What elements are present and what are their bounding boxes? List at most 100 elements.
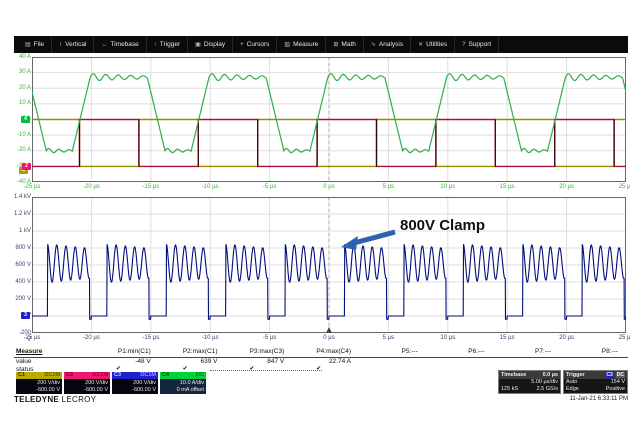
channel-box-c3[interactable]: C3 DC1M 200 V/div -600.00 V (112, 372, 158, 394)
display-icon: ▣ (195, 42, 201, 48)
timebase-scale: 5.00 µs/div (531, 379, 558, 385)
menu-item-vertical[interactable]: ↕ Vertical (52, 36, 95, 53)
x-axis-tick-label: -20 µs (82, 335, 100, 341)
trigger-slope: Positive (605, 386, 625, 392)
x-axis-tick-label: 25 µs (618, 335, 630, 341)
utilities-icon: ✕ (418, 42, 424, 48)
measure-status-p2: ✔ (182, 366, 188, 372)
x-axis-tick-label: 10 µs (440, 184, 456, 190)
measure-param-header-p8[interactable]: P8:--- (561, 348, 628, 358)
channel-header-c1: C1 DC1M (16, 372, 62, 379)
channel-id-label: C3 (114, 372, 122, 378)
y-axis-tick-label: 800 V (15, 244, 31, 251)
channel-marker-c2: 2 (22, 163, 31, 170)
y-axis-tick-label: -40 A (16, 178, 31, 185)
measure-param-header-p6[interactable]: P6:--- (427, 348, 495, 358)
menu-item-file[interactable]: ▤ File (18, 36, 53, 53)
measure-param-header-p7[interactable]: P7:--- (494, 348, 562, 358)
measure-param-header-p5[interactable]: P5:--- (361, 348, 428, 358)
x-axis-tick-label: 15 µs (499, 184, 515, 190)
menu-item-measure[interactable]: ▥ Measure (277, 36, 327, 53)
x-axis-tick-label: 20 µs (559, 184, 574, 190)
measure-param-header-p2[interactable]: P2:max(C1) (160, 348, 228, 358)
y-axis-tick-label: 10 A (18, 100, 31, 107)
x-axis-tick-label: -5 µs (262, 335, 277, 341)
menu-item-analysis[interactable]: ∿ Analysis (364, 36, 412, 53)
x-axis-tick-label: 15 µs (499, 335, 515, 341)
channel-box-c1[interactable]: C1 DC1M 200 V/div -600.00 V (16, 372, 62, 394)
trigger-label: Trigger (566, 372, 585, 378)
channel-box-c4[interactable]: C4 DC 10.0 A/div 0 mA offset (160, 372, 206, 394)
measure-status-p5 (361, 366, 428, 373)
menu-bar: ▤ File ↕ Vertical ↔ Timebase ↑ Trigger ▣ Display +… (14, 36, 628, 53)
menu-item-utilities[interactable]: ✕ Utilities (411, 36, 456, 53)
channel-coupling-badge: DC1M (44, 372, 60, 378)
channel-coupling-badge: DC1M (140, 372, 156, 378)
y-axis-tick-label: 600 V (15, 261, 31, 268)
channel-scale: 200 V/div (85, 380, 108, 386)
timebase-icon: ↔ (101, 41, 108, 48)
channel-marker-c3: 3 (21, 312, 30, 319)
x-axis-tick-label: -10 µs (201, 335, 219, 341)
menu-item-label: Display (203, 41, 226, 48)
brand-bold: TELEDYNE (14, 395, 60, 404)
channel-scale: 200 V/div (133, 380, 156, 386)
y-axis-tick-label: -20 A (16, 147, 31, 154)
menu-item-cursors[interactable]: + Cursors (233, 36, 278, 53)
channel-scale: 200 V/div (37, 380, 60, 386)
channel-id-label: C4 (162, 372, 170, 378)
channel-box-c2[interactable]: C2 DC1M 200 V/div -600.00 V (64, 372, 110, 394)
menu-item-display[interactable]: ▣ Display (188, 36, 234, 53)
x-axis-tick-label: -25 µs (23, 335, 41, 341)
value-row-label: value (16, 358, 32, 365)
measure-value-p2: 639 V (200, 358, 218, 365)
math-icon: ⊞ (333, 42, 339, 48)
trigger-source-badges: C3 DC (603, 371, 625, 379)
x-axis-tick-label: 0 µs (323, 184, 335, 190)
timebase-rate: 2.5 GS/s (536, 386, 558, 392)
vertical-icon: ↕ (59, 41, 63, 48)
channel-settings-c4: 10.0 A/div 0 mA offset (160, 379, 206, 394)
x-axis-tick-label: -15 µs (142, 335, 160, 341)
measure-param-header-p3[interactable]: P3:max(C3) (227, 348, 295, 358)
channel-settings-c3: 200 V/div -600.00 V (112, 379, 158, 394)
measure-value-p3: 847 V (267, 358, 285, 365)
x-axis-tick-label: -25 µs (23, 184, 41, 190)
x-axis-tick-label: -10 µs (201, 184, 219, 190)
measure-param-header-p1[interactable]: P1:min(C1) (94, 348, 161, 358)
x-axis-tick-label: 20 µs (559, 335, 574, 341)
y-axis-tick-label: 1.2 kV (14, 210, 32, 217)
x-axis-tick-label: 0 µs (323, 335, 335, 341)
x-axis-tick-label: -15 µs (142, 184, 160, 190)
menu-item-timebase[interactable]: ↔ Timebase (94, 36, 147, 53)
measure-value-p8 (561, 358, 628, 366)
channel-header-c2: C2 DC1M (64, 372, 110, 379)
x-axis-tick-label: 5 µs (382, 184, 395, 190)
measure-table: Measure P1:min(C1) P2:max(C1) P3:max(C3) P4:… (14, 348, 628, 373)
measure-status-p3: ✔ (249, 366, 255, 372)
menu-item-label: Analysis (378, 41, 404, 48)
trigger-badge-dc: DC (615, 372, 625, 378)
measure-status-p6 (428, 366, 495, 373)
trigger-level: 154 V (610, 379, 625, 385)
channel-descriptor-row: C1 DC1M 200 V/div -600.00 V C2 DC1M 200 V/div -… (16, 372, 206, 394)
channel-header-c4: C4 DC (160, 372, 206, 379)
measure-status-p1: ✔ (115, 366, 121, 372)
menu-item-support[interactable]: ? Support (455, 36, 500, 53)
menu-item-label: Math (341, 41, 356, 48)
menu-item-label: Trigger (159, 41, 181, 48)
menu-item-trigger[interactable]: ↑ Trigger (147, 36, 189, 53)
channel-id-label: C2 (66, 372, 74, 378)
channel-offset: -600.00 V (36, 387, 60, 393)
trigger-box[interactable]: Trigger C3 DC Auto 154 V Edge Positive (563, 370, 628, 394)
x-axis-tick-label: 10 µs (440, 335, 456, 341)
menu-item-label: Support (468, 41, 492, 48)
measure-param-header-p4[interactable]: P4:max(C4) (294, 348, 361, 358)
channel-marker-c1: 1 (19, 167, 28, 174)
y-axis-tick-label: -10 A (16, 131, 31, 138)
timebase-box[interactable]: Timebase 0.0 µs 5.00 µs/div 125 kS 2.5 G… (498, 370, 561, 394)
menu-item-math[interactable]: ⊞ Math (326, 36, 364, 53)
brand-rest: LECROY (59, 395, 97, 404)
status-row-label: status (16, 366, 34, 373)
